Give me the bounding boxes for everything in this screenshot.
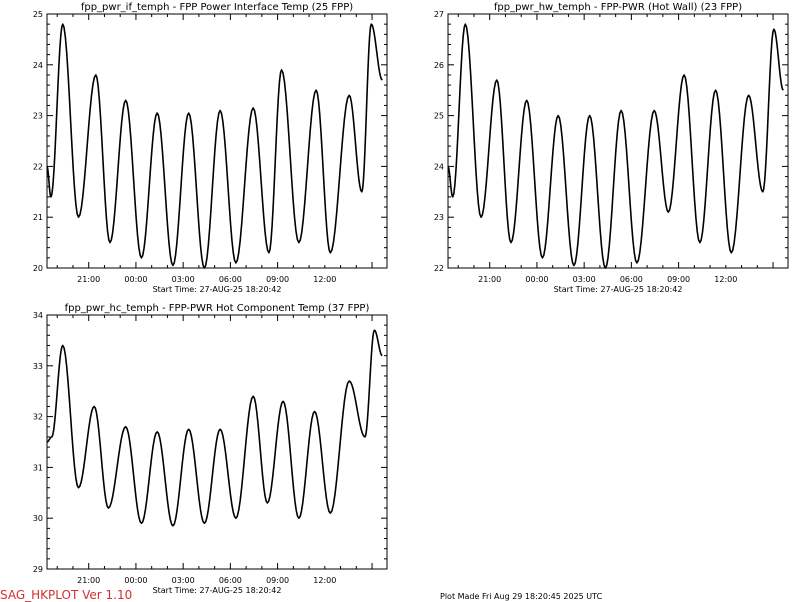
- x-tick-label: 03:00: [172, 275, 195, 284]
- start-time-label: Start Time: 27-AUG-25 18:20:42: [153, 586, 282, 595]
- y-tick-label: 30: [33, 514, 43, 523]
- series-line: [46, 329, 383, 527]
- y-tick-label: 22: [33, 162, 43, 171]
- plot-frame: [46, 13, 388, 269]
- series-line: [447, 23, 784, 269]
- x-tick-label: 03:00: [172, 576, 195, 585]
- x-tick-label: 12:00: [313, 275, 336, 284]
- x-tick-label: 21:00: [77, 576, 100, 585]
- y-tick-label: 21: [33, 213, 43, 222]
- y-tick-label: 26: [434, 61, 444, 70]
- y-tick-label: 25: [434, 112, 444, 121]
- x-tick-label: 00:00: [124, 576, 147, 585]
- y-tick-label: 23: [434, 213, 444, 222]
- y-tick-label: 32: [33, 413, 43, 422]
- y-tick-label: 31: [33, 463, 43, 472]
- x-tick-label: 21:00: [77, 275, 100, 284]
- x-tick-label: 09:00: [266, 275, 289, 284]
- x-tick-label: 09:00: [266, 576, 289, 585]
- plot-frame: [447, 13, 789, 269]
- x-tick-label: 12:00: [714, 275, 737, 284]
- series-line: [46, 23, 383, 269]
- program-version-label: SAG_HKPLOT Ver 1.10: [0, 588, 133, 602]
- x-tick-label: 09:00: [667, 275, 690, 284]
- y-tick-label: 24: [434, 162, 444, 171]
- start-time-label: Start Time: 27-AUG-25 18:20:42: [153, 285, 282, 294]
- y-tick-label: 27: [434, 10, 444, 19]
- y-tick-label: 33: [33, 362, 43, 371]
- chart-title: fpp_pwr_if_temph - FPP Power Interface T…: [81, 2, 353, 13]
- plot-made-timestamp: Plot Made Fri Aug 29 18:20:45 2025 UTC: [440, 592, 603, 601]
- y-tick-label: 24: [33, 61, 43, 70]
- start-time-label: Start Time: 27-AUG-25 18:20:42: [554, 285, 683, 294]
- y-tick-label: 34: [33, 311, 43, 320]
- x-tick-label: 06:00: [219, 576, 242, 585]
- y-tick-label: 23: [33, 112, 43, 121]
- y-tick-label: 25: [33, 10, 43, 19]
- x-tick-label: 12:00: [313, 576, 336, 585]
- y-tick-label: 29: [33, 565, 43, 574]
- x-tick-label: 06:00: [620, 275, 643, 284]
- chart-title: fpp_pwr_hc_temph - FPP-PWR Hot Component…: [65, 303, 370, 314]
- x-tick-label: 21:00: [478, 275, 501, 284]
- chart-title: fpp_pwr_hw_temph - FPP-PWR (Hot Wall) (2…: [494, 2, 742, 13]
- y-tick-label: 20: [33, 264, 43, 273]
- y-tick-label: 22: [434, 264, 444, 273]
- x-tick-label: 00:00: [525, 275, 548, 284]
- x-tick-label: 06:00: [219, 275, 242, 284]
- x-tick-label: 03:00: [573, 275, 596, 284]
- x-tick-label: 00:00: [124, 275, 147, 284]
